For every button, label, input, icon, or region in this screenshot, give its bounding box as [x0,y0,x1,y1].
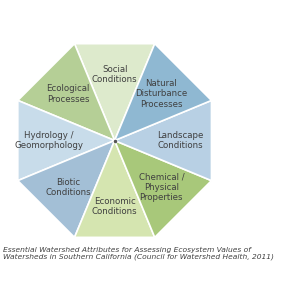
Text: Chemical /
Physical
Properties: Chemical / Physical Properties [138,172,184,202]
Polygon shape [115,140,211,237]
Text: Biotic
Conditions: Biotic Conditions [45,178,91,197]
Text: Hydrology /
Geomorphology: Hydrology / Geomorphology [14,131,83,150]
Polygon shape [115,100,211,181]
Text: Ecological
Processes: Ecological Processes [46,84,90,104]
Polygon shape [18,140,115,237]
Text: Landscape
Conditions: Landscape Conditions [157,131,204,150]
Polygon shape [115,44,211,140]
Polygon shape [74,140,155,237]
Polygon shape [74,44,155,140]
Polygon shape [18,100,115,181]
Text: Economic
Conditions: Economic Conditions [92,197,138,216]
Text: Essential Watershed Attributes for Assessing Ecosystem Values of
Watersheds in S: Essential Watershed Attributes for Asses… [3,247,274,260]
Polygon shape [18,44,115,140]
Text: Natural
Disturbance
Processes: Natural Disturbance Processes [135,79,187,109]
Text: Social
Conditions: Social Conditions [92,65,138,84]
